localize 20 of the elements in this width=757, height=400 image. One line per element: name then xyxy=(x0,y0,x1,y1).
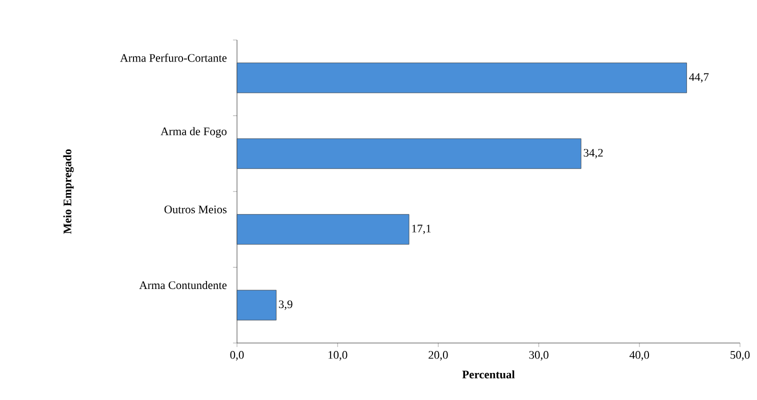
data-label: 3,9 xyxy=(278,300,292,310)
x-tick-label: 30,0 xyxy=(529,351,548,360)
x-tick-label: 10,0 xyxy=(328,351,348,360)
y-tick-label: Outros Meios xyxy=(164,206,227,214)
y-axis-title: Meio Empregado xyxy=(63,149,74,234)
x-axis-title: Percentual xyxy=(462,370,515,378)
data-label: 17,1 xyxy=(412,224,431,234)
bar xyxy=(236,138,582,169)
bar xyxy=(236,214,410,245)
data-label: 34,2 xyxy=(584,148,603,158)
x-tick-label: 0,0 xyxy=(230,351,244,360)
x-tick-label: 40,0 xyxy=(630,351,650,360)
bar xyxy=(236,62,687,94)
y-tick-label: Arma de Fogo xyxy=(160,127,227,138)
bar xyxy=(236,290,276,320)
y-tick-label: Arma Contundente xyxy=(139,281,227,290)
x-tick-label: 20,0 xyxy=(428,351,448,360)
x-tick-label: 50,0 xyxy=(730,351,750,360)
y-tick-label: Arma Perfuro-Cortante xyxy=(120,54,227,62)
data-label: 44,7 xyxy=(689,73,709,83)
